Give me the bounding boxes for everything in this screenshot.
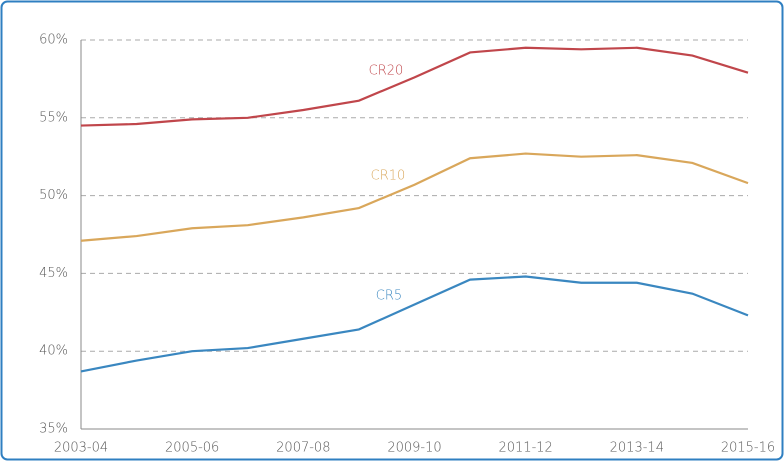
series-line <box>80 152 749 242</box>
x-tick-label: 2007-08 <box>276 441 330 456</box>
x-tick-label: 2011-12 <box>499 441 553 456</box>
series-label: CR10 <box>371 169 406 184</box>
x-tick-label: 2013-14 <box>610 441 664 456</box>
series-label: CR5 <box>376 289 402 304</box>
series-line <box>80 46 749 127</box>
y-tick-label: 60% <box>39 33 68 48</box>
y-tick-label: 35% <box>39 422 68 437</box>
series-line <box>80 275 749 373</box>
y-tick-label: 55% <box>39 110 68 125</box>
y-tick-label: 45% <box>39 266 68 281</box>
x-tick-label: 2009-10 <box>387 441 441 456</box>
series-label: CR20 <box>369 64 404 79</box>
x-tick-label: 2003-04 <box>54 441 108 456</box>
y-tick-label: 50% <box>39 188 68 203</box>
y-tick-label: 40% <box>39 344 68 359</box>
x-tick-label: 2005-06 <box>165 441 219 456</box>
x-tick-label: 2015-16 <box>721 441 775 456</box>
